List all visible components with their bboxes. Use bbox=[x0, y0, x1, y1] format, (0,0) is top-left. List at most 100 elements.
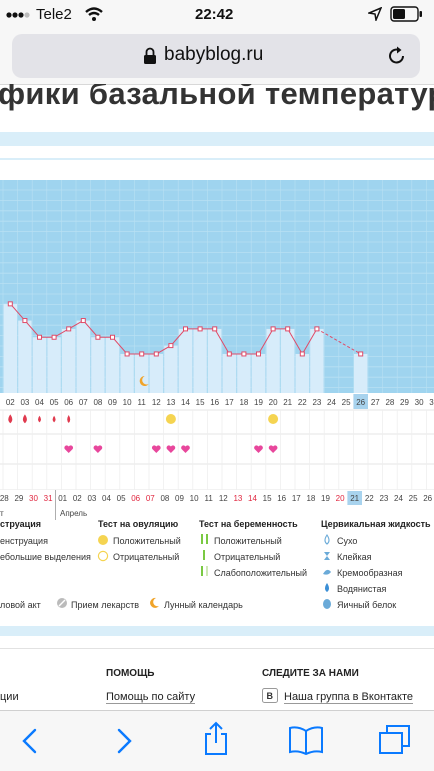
footer-help-link[interactable]: Помощь по сайту bbox=[106, 691, 196, 704]
day-label: 13 bbox=[166, 398, 175, 407]
date-label: 08 bbox=[160, 494, 169, 503]
date-label: 14 bbox=[248, 494, 257, 503]
date-label: 01 bbox=[58, 494, 67, 503]
temperature-bar bbox=[295, 353, 309, 393]
temperature-point bbox=[241, 351, 247, 357]
footer-left-fragment[interactable]: ции bbox=[0, 691, 19, 703]
temperature-bar bbox=[222, 353, 236, 393]
legend-intercourse-label: ловой акт bbox=[0, 600, 41, 610]
heart-icon bbox=[151, 445, 161, 453]
legend-cervical-item: Водянистая bbox=[337, 584, 387, 594]
temperature-point bbox=[285, 326, 291, 332]
cervical-creamy-icon bbox=[323, 569, 331, 575]
temperature-bar bbox=[135, 353, 149, 393]
date-highlight bbox=[347, 491, 362, 505]
heart-icon bbox=[181, 445, 190, 453]
temperature-point bbox=[66, 326, 72, 332]
date-label: 24 bbox=[394, 494, 403, 503]
temperature-point bbox=[212, 326, 218, 332]
date-label: 06 bbox=[131, 494, 140, 503]
day-label: 06 bbox=[64, 398, 73, 407]
reload-icon[interactable] bbox=[386, 45, 408, 67]
date-label: 16 bbox=[277, 494, 286, 503]
heart-icon bbox=[64, 445, 74, 453]
day-axis-row bbox=[0, 393, 434, 410]
marker-rows bbox=[8, 414, 279, 453]
forward-icon[interactable] bbox=[112, 727, 136, 755]
date-label: 17 bbox=[292, 494, 301, 503]
browser-address-area: babyblog.ru bbox=[0, 28, 434, 85]
date-label: 23 bbox=[379, 494, 388, 503]
day-label: 25 bbox=[342, 398, 351, 407]
cervical-eggwhite-icon bbox=[323, 599, 331, 609]
day-axis-labels: 02 03 04 05 06 07 08 09 10 11 12 13 14 15 16 17 18 19 20 21… bbox=[6, 394, 434, 409]
svg-text:B: B bbox=[267, 691, 274, 701]
day-label: 12 bbox=[152, 398, 161, 407]
bookmarks-icon[interactable] bbox=[288, 725, 324, 755]
day-label: 11 bbox=[138, 398, 147, 407]
footer-follow-title: СЛЕДИТЕ ЗА НАМИ bbox=[262, 668, 359, 679]
address-bar[interactable]: babyblog.ru bbox=[12, 34, 420, 78]
day-highlight bbox=[353, 394, 368, 409]
tabs-icon[interactable] bbox=[378, 724, 412, 756]
temperature-bar bbox=[310, 328, 324, 393]
legend-cervical-item: Кремообразная bbox=[337, 568, 403, 578]
clock: 22:42 bbox=[195, 6, 234, 23]
day-label: 04 bbox=[35, 398, 44, 407]
legend-menstruation-title: струация bbox=[0, 519, 42, 529]
legend-ovulation-item: Отрицательный bbox=[113, 552, 180, 562]
temperature-point bbox=[226, 351, 232, 357]
temperature-point bbox=[168, 343, 174, 349]
drop-icon bbox=[67, 415, 71, 423]
temperature-line-projection bbox=[316, 328, 361, 355]
page-title: фики базальной температуры bbox=[0, 84, 434, 111]
month-prev-fragment: т bbox=[0, 509, 4, 518]
legend-ovulation-item: Положительный bbox=[113, 536, 181, 546]
carrier-name: Tele2 bbox=[36, 6, 72, 23]
day-label: 30 bbox=[415, 398, 424, 407]
legend-pregnancy-title: Тест на беременность bbox=[199, 519, 298, 529]
temperature-point bbox=[183, 326, 188, 332]
wifi-icon bbox=[85, 7, 103, 21]
status-bar: Tele2 22:42 bbox=[0, 0, 434, 28]
heart-icon bbox=[268, 445, 278, 453]
date-label: 29 bbox=[14, 494, 23, 503]
back-icon[interactable] bbox=[18, 727, 42, 755]
date-label: 28 bbox=[0, 494, 9, 503]
date-label: 15 bbox=[263, 494, 272, 503]
footer-vk-link[interactable]: Наша группа в Вконтакте bbox=[284, 691, 414, 704]
day-label: 05 bbox=[50, 398, 59, 407]
temperature-point bbox=[7, 301, 13, 307]
day-label: 29 bbox=[400, 398, 409, 407]
cervical-dry-icon bbox=[324, 534, 330, 545]
temperature-bar bbox=[281, 328, 295, 393]
dates-row bbox=[0, 490, 434, 505]
pregnancy-negative-icon bbox=[203, 550, 205, 560]
temperature-bar bbox=[266, 328, 280, 393]
heart-icon bbox=[166, 445, 176, 453]
temperature-bar bbox=[62, 328, 76, 393]
moon-icon bbox=[139, 376, 149, 386]
temperature-bar bbox=[251, 353, 266, 393]
legend-cervical-item: Клейкая bbox=[337, 552, 372, 562]
day-label: 16 bbox=[210, 398, 219, 407]
ovulation-positive-icon bbox=[268, 414, 279, 424]
temperature-bar bbox=[18, 320, 32, 393]
legend-cervical-title: Цервикальная жидкость bbox=[321, 519, 431, 529]
date-label: 31 bbox=[44, 494, 53, 503]
temperature-bar bbox=[120, 353, 134, 393]
day-label: 31 bbox=[429, 398, 434, 407]
lock-icon bbox=[144, 47, 156, 64]
legend: струация енструация ебольшие выделения Т… bbox=[0, 515, 434, 635]
vk-icon[interactable]: B bbox=[262, 688, 278, 703]
temperature-point bbox=[358, 351, 364, 357]
day-label: 09 bbox=[108, 398, 117, 407]
moon-marker bbox=[139, 376, 149, 386]
day-label: 23 bbox=[312, 398, 321, 407]
date-label: 18 bbox=[306, 494, 315, 503]
temperature-bar bbox=[76, 320, 90, 393]
day-label: 10 bbox=[123, 398, 132, 407]
month-label: Апрель bbox=[60, 509, 87, 518]
bbt-chart: 02 03 04 05 06 07 08 09 10 11 12 13 14 15 16 17 18 19 20 21… bbox=[0, 132, 434, 636]
share-icon[interactable] bbox=[202, 721, 230, 757]
